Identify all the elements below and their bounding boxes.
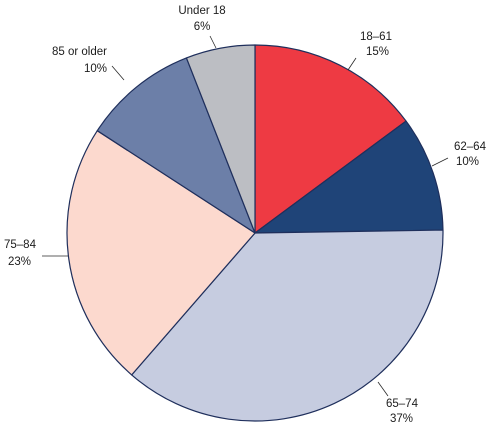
pie-slice-65-74 (131, 229, 444, 422)
slice-percent-label: 37% (390, 413, 413, 425)
slice-category-label: 85 or older (52, 46, 107, 58)
slice-percent-label: 23% (8, 256, 31, 268)
slice-category-label: Under 18 (178, 5, 225, 17)
pie-slice-18-61 (254, 44, 407, 234)
leader-lines (42, 35, 449, 397)
pie-slice-75-84 (66, 130, 256, 376)
slice-category-label: 65–74 (386, 398, 419, 410)
slice-labels: 18–61 15% 62–64 10% 65–74 37% 75–84 23% 85 or ol… (4, 5, 487, 425)
pie-slices (66, 44, 444, 422)
slice-percent-label: 6% (194, 21, 211, 33)
slice-percent-label: 10% (456, 156, 479, 168)
pie-slice-62-64 (254, 120, 444, 234)
slice-category-label: 75–84 (4, 239, 37, 251)
leader-line (377, 381, 389, 397)
slice-percent-label: 10% (84, 63, 107, 75)
pie-slice-85-or-older (96, 57, 256, 234)
pie-slice-under-18 (185, 44, 256, 234)
leader-line (347, 57, 357, 71)
leader-line (209, 35, 217, 49)
slice-percent-label: 15% (366, 46, 389, 58)
slice-category-label: 62–64 (454, 141, 487, 153)
leader-line (111, 65, 125, 81)
slice-category-label: 18–61 (360, 31, 392, 43)
leader-line (431, 157, 449, 167)
